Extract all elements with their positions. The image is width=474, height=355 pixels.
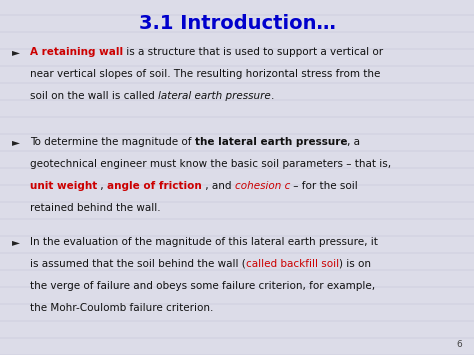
Text: To determine the magnitude of: To determine the magnitude of [30, 137, 195, 147]
Text: ►: ► [12, 237, 20, 247]
Text: the Mohr-Coulomb failure criterion.: the Mohr-Coulomb failure criterion. [30, 303, 213, 313]
Text: A retaining wall: A retaining wall [30, 47, 123, 57]
Text: angle of friction: angle of friction [107, 181, 202, 191]
Text: lateral earth pressure: lateral earth pressure [158, 91, 271, 101]
Text: 3.1 Introduction…: 3.1 Introduction… [138, 14, 336, 33]
Text: is assumed that the soil behind the wall (: is assumed that the soil behind the wall… [30, 259, 246, 269]
Text: is a structure that is used to support a vertical or: is a structure that is used to support a… [123, 47, 383, 57]
Text: geotechnical engineer must know the basic soil parameters – that is,: geotechnical engineer must know the basi… [30, 159, 391, 169]
Text: ,: , [97, 181, 107, 191]
Text: ►: ► [12, 137, 20, 147]
Text: In the evaluation of the magnitude of this lateral earth pressure, it: In the evaluation of the magnitude of th… [30, 237, 378, 247]
Text: – for the soil: – for the soil [290, 181, 358, 191]
Text: 6: 6 [456, 340, 462, 349]
Text: ►: ► [12, 47, 20, 57]
Text: soil on the wall is called: soil on the wall is called [30, 91, 158, 101]
Text: ) is on: ) is on [339, 259, 371, 269]
Text: cohesion c: cohesion c [235, 181, 290, 191]
Text: the lateral earth pressure: the lateral earth pressure [195, 137, 347, 147]
Text: called backfill soil: called backfill soil [246, 259, 339, 269]
Text: unit weight: unit weight [30, 181, 97, 191]
Text: , a: , a [347, 137, 360, 147]
Text: the verge of failure and obeys some failure criterion, for example,: the verge of failure and obeys some fail… [30, 281, 375, 291]
Text: retained behind the wall.: retained behind the wall. [30, 203, 161, 213]
Text: near vertical slopes of soil. The resulting horizontal stress from the: near vertical slopes of soil. The result… [30, 69, 380, 79]
Text: .: . [271, 91, 274, 101]
Text: , and: , and [202, 181, 235, 191]
